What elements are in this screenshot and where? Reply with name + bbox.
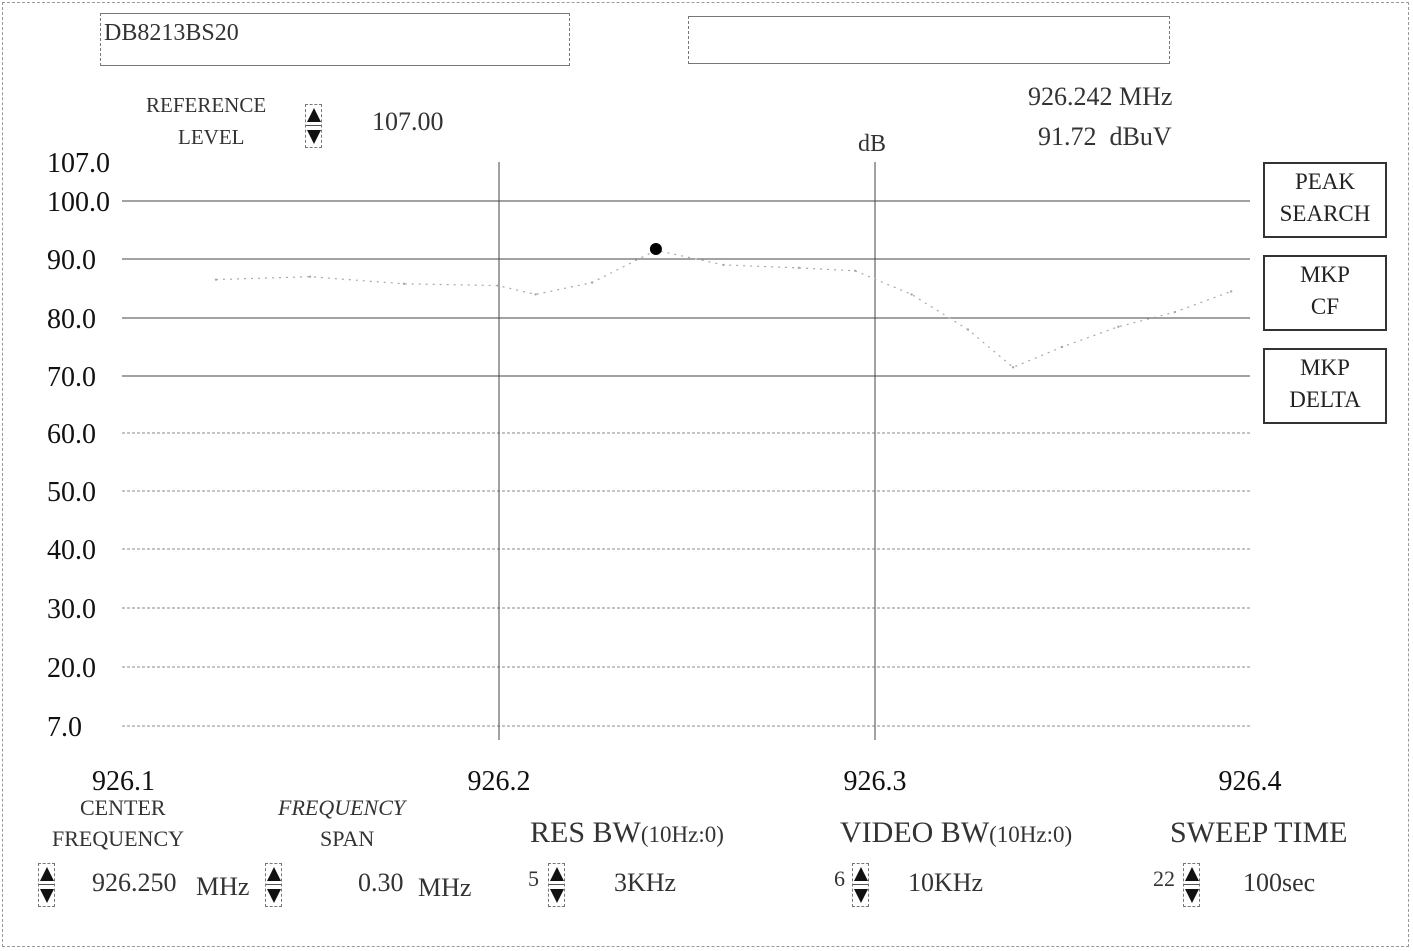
video-bw-index: 6 xyxy=(834,866,845,891)
y-tick-label: 60.0 xyxy=(47,419,96,450)
y-tick-label: 107.0 xyxy=(47,148,110,179)
trace-point xyxy=(214,278,218,281)
res-bw-label-main: RES BW xyxy=(530,816,641,849)
reference-level-label: REFERENCE xyxy=(146,93,267,117)
trace-point xyxy=(496,284,500,287)
secondary-field[interactable] xyxy=(688,16,1170,64)
trace-point xyxy=(722,263,725,267)
trace-point xyxy=(910,293,913,296)
spin-down-icon[interactable] xyxy=(550,889,564,903)
x-tick-label: 926.1 xyxy=(92,766,155,797)
y-tick-label: 50.0 xyxy=(47,477,96,508)
video-bw-label-main: VIDEO BW xyxy=(840,816,990,849)
mkp-delta-label-2: DELTA xyxy=(1289,387,1361,412)
center-frequency-unit: MHz xyxy=(196,872,250,901)
spin-down-icon[interactable] xyxy=(1185,889,1199,903)
y-tick-label: 30.0 xyxy=(47,594,96,625)
sweep-time-value[interactable]: 100sec xyxy=(1243,868,1316,897)
y-tick-label: 70.0 xyxy=(47,362,96,393)
spin-up-icon[interactable] xyxy=(1185,867,1199,881)
x-tick-label: 926.3 xyxy=(844,766,907,797)
trace-point xyxy=(590,281,594,284)
video-bw-spinner[interactable] xyxy=(852,863,869,907)
trace-point xyxy=(1230,290,1233,293)
video-bw-label: VIDEO BW(10Hz:0) xyxy=(840,816,1072,850)
res-bw-spinner[interactable] xyxy=(548,863,565,907)
x-tick-label: 926.2 xyxy=(468,766,531,797)
frequency-span-spinner[interactable] xyxy=(265,863,282,907)
y-tick-label: 40.0 xyxy=(47,535,96,566)
spin-down-icon[interactable] xyxy=(854,889,868,903)
res-bw-index: 5 xyxy=(528,866,539,891)
video-bw-label-sub: (10Hz:0) xyxy=(989,822,1073,847)
marker-dot xyxy=(649,243,662,256)
trace-point xyxy=(966,328,970,331)
marker-level-readout: 91.72 dBuV xyxy=(1038,122,1172,151)
trace-point xyxy=(1011,366,1015,369)
trace-point xyxy=(308,275,312,278)
trace-point xyxy=(1060,345,1064,349)
trace-point xyxy=(854,269,857,272)
res-bw-value[interactable]: 3KHz xyxy=(614,868,677,897)
trace-point xyxy=(1173,310,1177,314)
spin-up-icon[interactable] xyxy=(40,867,54,881)
y-tick-label: 7.0 xyxy=(47,712,82,743)
y-tick-label: 20.0 xyxy=(47,653,96,684)
center-frequency-value[interactable]: 926.250 xyxy=(92,868,177,897)
spin-down-icon[interactable] xyxy=(40,889,54,903)
frequency-span-label: FREQUENCY xyxy=(278,795,406,820)
mkp-cf-button[interactable]: MKP CF xyxy=(1263,255,1387,331)
peak-search-label-1: PEAK xyxy=(1294,169,1356,194)
reference-level-value[interactable]: 107.00 xyxy=(372,107,444,136)
trace-name-field[interactable]: DB8213BS20 xyxy=(100,13,570,66)
reference-level-spinner[interactable] xyxy=(305,104,322,148)
trace-name-value: DB8213BS20 xyxy=(104,20,239,46)
trace-point xyxy=(1117,325,1120,328)
mkp-delta-button[interactable]: MKP DELTA xyxy=(1263,348,1387,424)
spin-down-icon[interactable] xyxy=(267,889,281,903)
frequency-span-value[interactable]: 0.30 xyxy=(358,868,404,897)
peak-search-label-2: SEARCH xyxy=(1279,201,1371,226)
marker-frequency-readout: 926.242 MHz xyxy=(1028,82,1173,111)
reference-level-label-2: LEVEL xyxy=(178,125,245,149)
spin-down-icon[interactable] xyxy=(307,130,321,144)
frequency-span-label-2: SPAN xyxy=(320,826,375,851)
trace-point xyxy=(534,293,537,296)
y-tick-label: 100.0 xyxy=(47,187,110,218)
y-tick-label: 90.0 xyxy=(47,245,96,276)
spin-up-icon[interactable] xyxy=(550,867,564,881)
trace-line xyxy=(215,249,1232,368)
y-tick-label: 80.0 xyxy=(47,304,96,335)
center-frequency-spinner[interactable] xyxy=(38,863,55,907)
spin-up-icon[interactable] xyxy=(307,108,321,122)
mkp-delta-label-1: MKP xyxy=(1300,355,1350,380)
peak-search-button[interactable]: PEAK SEARCH xyxy=(1263,162,1387,238)
trace-point xyxy=(797,266,800,270)
frequency-span-unit: MHz xyxy=(418,873,472,902)
x-tick-label: 926.4 xyxy=(1219,766,1282,797)
y-unit-label: dB xyxy=(858,131,886,157)
sweep-time-index: 22 xyxy=(1153,866,1175,891)
sweep-time-label: SWEEP TIME xyxy=(1170,816,1348,849)
mkp-cf-label-1: MKP xyxy=(1300,262,1350,287)
spin-up-icon[interactable] xyxy=(267,867,281,881)
res-bw-label: RES BW(10Hz:0) xyxy=(530,816,724,850)
video-bw-value[interactable]: 10KHz xyxy=(908,868,984,897)
trace-point xyxy=(402,282,406,285)
spin-up-icon[interactable] xyxy=(854,867,868,881)
mkp-cf-label-2: CF xyxy=(1310,294,1340,319)
center-frequency-label-2: FREQUENCY xyxy=(52,826,185,851)
center-frequency-label: CENTER xyxy=(80,795,166,820)
sweep-time-spinner[interactable] xyxy=(1183,863,1200,907)
res-bw-label-sub: (10Hz:0) xyxy=(640,822,724,847)
